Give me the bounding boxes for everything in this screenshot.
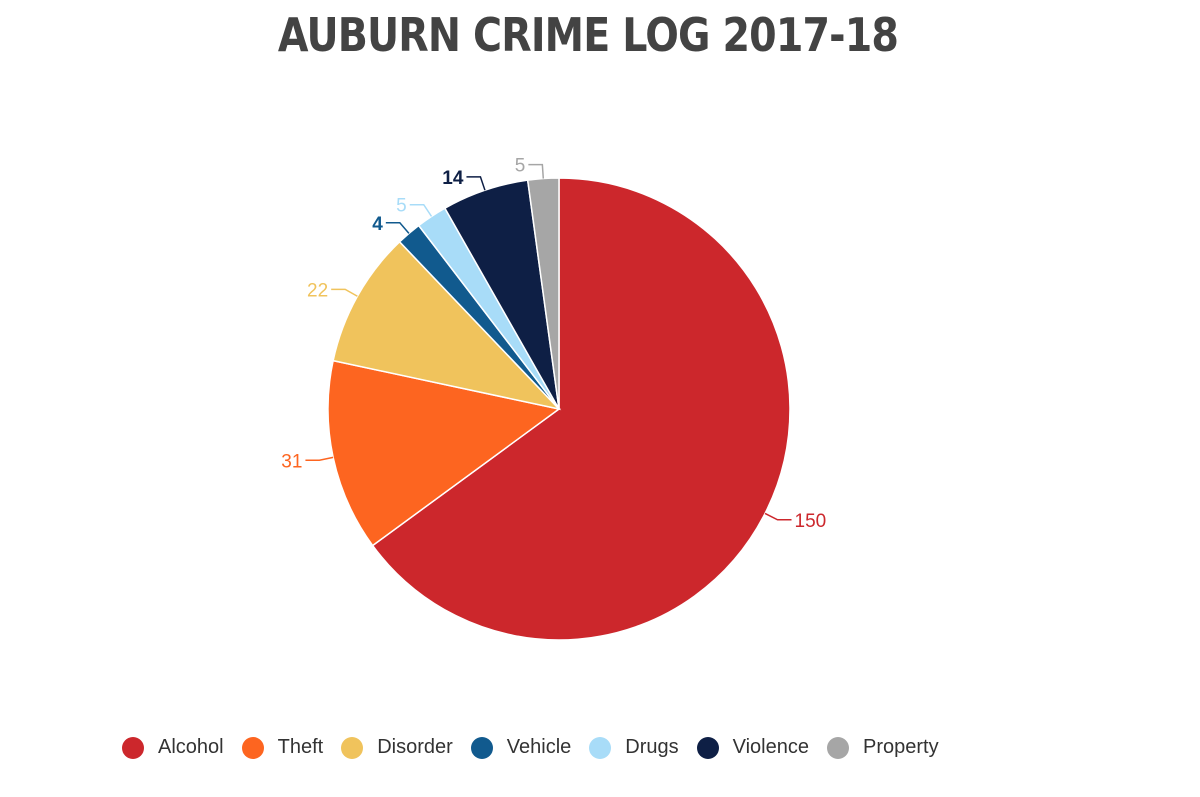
legend-label-theft: Theft — [277, 736, 324, 758]
leader-line-vehicle — [385, 222, 410, 234]
leader-line-property — [528, 163, 545, 179]
legend-swatch-vehicle — [470, 736, 493, 759]
data-label-drugs: 5 — [396, 196, 407, 217]
leader-line-violence — [466, 176, 486, 191]
legend-label-disorder: Disorder — [377, 736, 453, 758]
legend-item-vehicle: Vehicle — [470, 736, 572, 759]
legend-item-property: Property — [826, 736, 939, 759]
legend-swatch-disorder — [341, 736, 364, 759]
label-leader-lines — [305, 163, 792, 521]
legend-item-drugs: Drugs — [589, 736, 679, 759]
legend-item-violence: Violence — [696, 736, 809, 759]
pie-slices — [327, 177, 791, 641]
pie-slice-disorder — [332, 240, 562, 411]
data-label-violence: 14 — [442, 168, 464, 189]
legend-label-alcohol: Alcohol — [158, 736, 224, 758]
data-label-alcohol: 150 — [795, 511, 827, 532]
pie-slice-property — [526, 177, 560, 410]
legend-label-vehicle: Vehicle — [506, 736, 572, 758]
chart-title: AUBURN CRIME LOG 2017-18 — [277, 8, 899, 62]
leader-line-disorder — [331, 288, 358, 297]
leader-line-alcohol — [764, 512, 792, 521]
legend-swatch-theft — [241, 736, 264, 759]
legend-label-violence: Violence — [732, 736, 809, 758]
legend-swatch-drugs — [589, 736, 612, 759]
legend-item-alcohol: Alcohol — [122, 736, 224, 759]
data-label-theft: 31 — [281, 451, 302, 472]
legend-swatch-violence — [696, 736, 719, 759]
legend-item-theft: Theft — [241, 736, 324, 759]
legend-label-property: Property — [862, 736, 939, 758]
leader-line-drugs — [409, 203, 433, 217]
leader-line-theft — [305, 456, 334, 462]
legend-swatch-alcohol — [122, 736, 144, 759]
legend-item-disorder: Disorder — [341, 736, 453, 759]
data-label-disorder: 22 — [307, 280, 328, 301]
pie-slice-alcohol — [371, 177, 791, 641]
legend-label-drugs: Drugs — [625, 736, 679, 758]
legend: Alcohol Theft Disorder Vehicle Drugs Violence… — [122, 736, 957, 759]
legend-swatch-property — [826, 736, 849, 759]
data-label-property: 5 — [515, 156, 526, 177]
data-label-vehicle: 4 — [372, 214, 383, 235]
